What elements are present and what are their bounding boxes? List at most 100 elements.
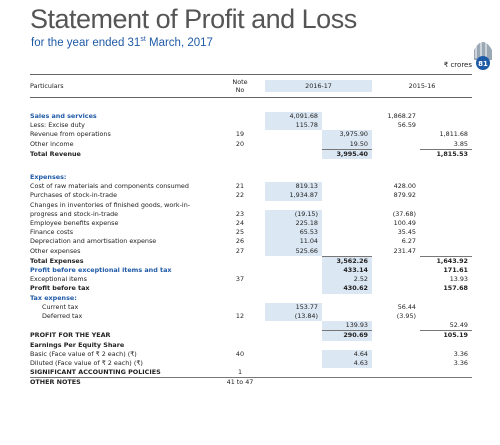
column-header: 2015-16 — [408, 82, 436, 90]
amount: 231.47 — [393, 246, 416, 255]
amount: 153.77 — [265, 302, 322, 313]
bulb — [474, 42, 492, 60]
table-row: Revenue from operations 19 3,975.90 1,811.6… — [30, 130, 472, 140]
amount: 56.59 — [397, 121, 416, 130]
subtitle-text: March, 2017 — [145, 36, 213, 49]
table-row: Profit before tax 430.62 157.68 — [30, 284, 472, 294]
row-label: Other income — [30, 139, 74, 148]
table-row: Employee benefits expense 24 225.18 100.49 — [30, 219, 472, 229]
row-label: Deferred tax — [42, 312, 83, 321]
row-label: Sales and services — [30, 112, 97, 120]
row-label: OTHER NOTES — [30, 378, 81, 387]
subtitle: for the year ended 31st March, 2017 — [31, 36, 213, 49]
table-row: PROFIT FOR THE YEAR 290.69 105.19 — [30, 330, 472, 341]
note-number: 1 — [237, 368, 243, 377]
table-row: Cost of raw materials and components con… — [30, 182, 472, 192]
table-row: Changes in inventories of finished goods… — [30, 201, 472, 220]
amount: 430.62 — [322, 284, 372, 294]
row-label: Diluted (Face value of ₹ 2 each) (₹) — [30, 359, 143, 368]
amount: 428.00 — [393, 182, 416, 191]
note-number: 21 — [235, 182, 245, 191]
table-row: Purchases of stock-in-trade 22 1,934.87 879… — [30, 191, 472, 201]
row-label: Earnings Per Equity Share — [30, 340, 125, 349]
row-label: Cost of raw materials and components con… — [30, 182, 189, 191]
note-number: 40 — [235, 349, 245, 358]
amount: 139.93 — [322, 321, 372, 331]
row-label: Employee benefits expense — [30, 219, 119, 228]
row-label: PROFIT FOR THE YEAR — [30, 331, 111, 340]
note-number: 20 — [235, 139, 245, 148]
amount: 3,562.26 — [322, 255, 372, 267]
note-number: 25 — [235, 228, 245, 237]
amount: 3.36 — [453, 349, 468, 358]
row-label: Finance costs — [30, 228, 74, 237]
column-header: 2016-17 — [265, 80, 372, 92]
row-label: Expenses: — [30, 173, 67, 182]
note-number: 23 — [235, 209, 245, 218]
row-label: Revenue from operations — [30, 130, 111, 139]
table-row: Total Expenses 3,562.26 1,643.92 — [30, 255, 472, 267]
amount: 6.27 — [401, 237, 416, 246]
amount: 100.49 — [393, 219, 416, 228]
page-badge: 81 — [474, 40, 492, 70]
row-label: Purchases of stock-in-trade — [30, 191, 118, 200]
amount: 52.49 — [449, 321, 468, 330]
page-number: 81 — [478, 60, 488, 68]
amount: 290.69 — [322, 330, 372, 341]
row-label: Profit before tax — [30, 284, 90, 293]
note-number: 41 to 47 — [226, 378, 254, 387]
table-row: Tax expense: — [30, 294, 472, 303]
amount: 525.66 — [265, 246, 322, 256]
table-row: SIGNIFICANT ACCOUNTING POLICIES 1 — [30, 368, 472, 377]
amount: 433.14 — [322, 266, 372, 276]
amount: 3.85 — [453, 139, 468, 148]
amount: 2.52 — [322, 275, 372, 285]
row-label: SIGNIFICANT ACCOUNTING POLICIES — [30, 368, 161, 377]
row-label: Tax expense: — [30, 293, 77, 302]
amount: 65.53 — [265, 228, 322, 238]
table-row: Exceptional items 37 2.52 13.93 — [30, 275, 472, 285]
table-row: Depreciation and amortisation expense 26 1… — [30, 237, 472, 247]
amount: 819.13 — [265, 182, 322, 192]
amount: 4,091.68 — [265, 112, 322, 122]
note-number: 37 — [235, 275, 245, 284]
amount: 1,815.53 — [420, 148, 472, 159]
header-row: Particulars Note No 2016-17 2015-16 — [30, 74, 472, 98]
table-row: Other expenses 27 525.66 231.47 — [30, 246, 472, 256]
amount: 1,934.87 — [265, 191, 322, 201]
table-row: Earnings Per Equity Share — [30, 341, 472, 350]
amount: 1,811.68 — [439, 130, 468, 139]
table-row: Diluted (Face value of ₹ 2 each) (₹) 4.63… — [30, 359, 472, 369]
table-row: Total Revenue 3,995.40 1,815.53 — [30, 148, 472, 160]
note-number: 22 — [235, 191, 245, 200]
row-label: Basic (Face value of ₹ 2 each) (₹) — [30, 349, 137, 358]
amount: 19.50 — [322, 139, 372, 149]
column-header: Note No — [232, 78, 248, 94]
title: Statement of Profit and Loss — [30, 4, 357, 34]
table-row: Less: Excise duty 115.78 56.59 — [30, 121, 472, 131]
amount: 879.92 — [393, 191, 416, 200]
table-row: Sales and services 4,091.68 1,868.27 — [30, 112, 472, 122]
amount: 225.18 — [265, 219, 322, 229]
table-row: Expenses: — [30, 173, 472, 182]
amount: 4.63 — [322, 359, 372, 369]
amount: 35.45 — [397, 228, 416, 237]
note-number: 12 — [235, 312, 245, 321]
row-label: Profit before exceptional items and tax — [30, 266, 172, 275]
amount: 1,643.92 — [420, 255, 472, 266]
row-label: Total Revenue — [30, 149, 81, 158]
amount: 105.19 — [420, 330, 472, 340]
row-label: Less: Excise duty — [30, 121, 85, 130]
amount: (13.84) — [265, 312, 322, 322]
table-row: Deferred tax 12 (13.84) (3.95) — [30, 312, 472, 322]
page-circle — [476, 56, 490, 70]
currency: ₹ crores — [443, 61, 472, 69]
amount: (37.68) — [392, 209, 416, 218]
amount: 13.93 — [449, 275, 468, 284]
amount: 3,975.90 — [322, 130, 372, 140]
amount: (19.15) — [265, 209, 322, 220]
row-label: Current tax — [42, 302, 79, 311]
amount: 157.68 — [443, 284, 468, 293]
note-number: 19 — [235, 130, 245, 139]
